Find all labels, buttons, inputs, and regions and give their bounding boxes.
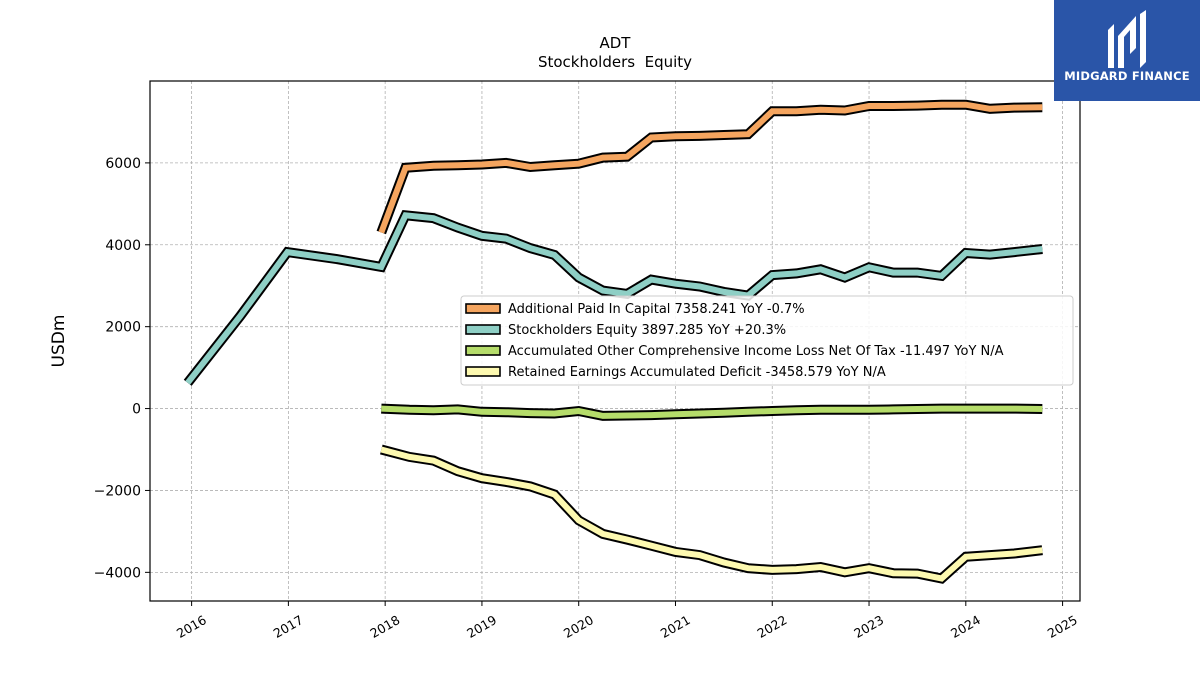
x-tick-label: 2016 [174, 612, 209, 641]
x-tick-label: 2023 [851, 612, 886, 641]
series-2 [381, 403, 1043, 421]
axis-ticks: 2016 2017 2018 2019 2020 2021 2022 2023 2024 2025… [94, 156, 1080, 641]
logo-text: MIDGARD FINANCE [1064, 69, 1190, 83]
x-tick-label: 2020 [561, 612, 596, 641]
legend-item: Accumulated Other Comprehensive Income L… [465, 344, 1004, 359]
legend: Additional Paid In Capital 7358.241 YoY … [460, 295, 1074, 386]
x-tick-label: 2025 [1045, 612, 1080, 641]
series-line [185, 212, 1043, 385]
series-line-outline [376, 99, 1043, 235]
chart-subtitle: Stockholders Equity [538, 53, 692, 71]
series-lines [183, 99, 1043, 584]
x-tick-label: 2021 [658, 612, 693, 641]
legend-label: Stockholders Equity 3897.285 YoY +20.3% [508, 323, 786, 338]
series-3 [380, 444, 1043, 584]
legend-item: Stockholders Equity 3897.285 YoY +20.3% [465, 323, 786, 338]
x-tick-label: 2017 [271, 612, 306, 641]
series-0 [376, 99, 1043, 235]
legend-swatch [465, 345, 501, 356]
y-tick-label: −4000 [94, 565, 141, 581]
y-tick-label: 2000 [105, 320, 141, 336]
x-tick-label: 2018 [367, 612, 402, 641]
legend-swatch [465, 366, 501, 377]
y-axis-label: USDm [49, 315, 69, 368]
midgard-finance-logo: MIDGARD FINANCE [1054, 0, 1200, 101]
y-tick-label: 6000 [105, 156, 141, 172]
legend-label: Additional Paid In Capital 7358.241 YoY … [508, 302, 805, 317]
legend-swatch [465, 303, 501, 314]
plot-frame [149, 80, 1081, 602]
y-tick-label: −2000 [94, 483, 141, 499]
legend-item: Retained Earnings Accumulated Deficit -3… [465, 365, 886, 380]
x-tick-label: 2022 [754, 612, 789, 641]
series-line [378, 101, 1043, 234]
series-line [381, 405, 1043, 419]
legend-swatch [465, 324, 501, 335]
logo-mark-icon [1108, 10, 1146, 68]
x-tick-label: 2019 [464, 612, 499, 641]
legend-item: Additional Paid In Capital 7358.241 YoY … [465, 302, 805, 317]
legend-box [460, 295, 1074, 386]
y-tick-label: 4000 [105, 238, 141, 254]
series-1 [183, 209, 1043, 386]
legend-label: Accumulated Other Comprehensive Income L… [508, 344, 1004, 359]
chart-title: ADT [600, 34, 632, 52]
series-line [380, 446, 1043, 582]
x-tick-label: 2024 [948, 612, 983, 641]
y-tick-label: 0 [132, 402, 141, 418]
legend-label: Retained Earnings Accumulated Deficit -3… [508, 365, 886, 380]
